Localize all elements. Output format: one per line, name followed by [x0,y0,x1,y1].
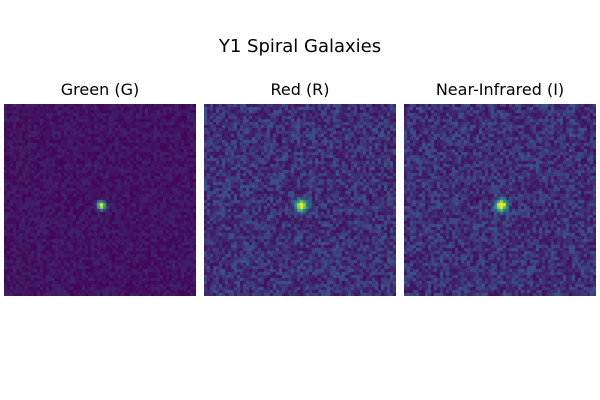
panel-green: Green (G) [4,80,196,296]
panel-title-near-infrared: Near-Infrared (I) [435,80,565,99]
panel-title-green: Green (G) [60,80,140,99]
figure-title: Y1 Spiral Galaxies [218,36,382,57]
panel-title-red: Red (R) [270,80,330,99]
galaxy-image-red [204,104,396,296]
galaxy-image-near-infrared [404,104,596,296]
galaxy-image-green [4,104,196,296]
panel-near-infrared: Near-Infrared (I) [404,80,596,296]
panel-red: Red (R) [204,80,396,296]
